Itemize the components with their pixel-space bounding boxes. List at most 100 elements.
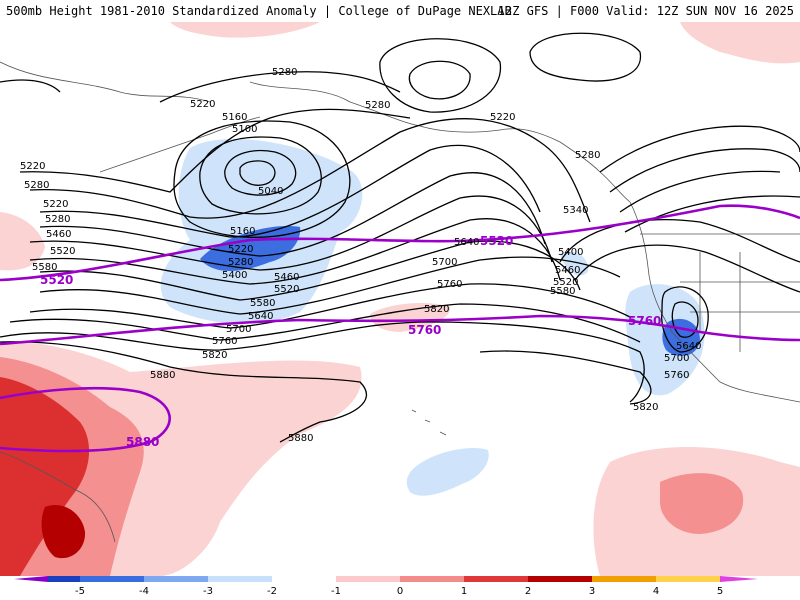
colorbar-swatch-arrow-high bbox=[720, 576, 758, 582]
contour-ridge-east-2 bbox=[609, 148, 800, 193]
japan-coast bbox=[0, 451, 116, 543]
contour-label: 5280 bbox=[24, 180, 49, 191]
contour-label: 5880 bbox=[288, 433, 313, 444]
contour-5400 bbox=[39, 172, 546, 257]
purple-label: 5520 bbox=[480, 234, 513, 248]
purple-5760-line bbox=[0, 314, 800, 346]
contour-trough-east-1 bbox=[559, 219, 800, 263]
contour-label: 5220 bbox=[43, 199, 68, 210]
colorbar-tick-label: -5 bbox=[75, 586, 85, 597]
contour-5700 bbox=[29, 283, 631, 329]
contour-label: 5400 bbox=[558, 247, 583, 258]
north-america-west-coast bbox=[629, 201, 800, 403]
colorbar-swatch-arrow-low bbox=[14, 576, 48, 582]
colorbar-tick-label: -4 bbox=[139, 586, 149, 597]
colorbar-tick-label: -2 bbox=[267, 586, 277, 597]
contour-label: 5760 bbox=[212, 336, 237, 347]
colorbar-swatch bbox=[208, 576, 272, 582]
contour-label: 5640 bbox=[454, 237, 479, 248]
map-title: 500mb Height 1981-2010 Standardized Anom… bbox=[6, 4, 512, 18]
colorbar-swatch bbox=[656, 576, 720, 582]
anomaly-area-north-ridge bbox=[170, 22, 320, 38]
contour-5640 bbox=[39, 256, 621, 315]
purple-label: 5760 bbox=[408, 323, 441, 337]
contour-label: 5820 bbox=[424, 304, 449, 315]
contour-5340 bbox=[39, 145, 541, 238]
positive-anomaly-shading bbox=[0, 22, 800, 576]
contour-label: 5280 bbox=[45, 214, 70, 225]
contour-label: 5460 bbox=[46, 229, 71, 240]
contour-label: 5820 bbox=[633, 402, 658, 413]
model-valid-time: 12Z GFS | F000 Valid: 12Z SUN NOV 16 202… bbox=[497, 4, 794, 18]
contour-label: 5580 bbox=[550, 286, 575, 297]
colorbar-tick-label: 3 bbox=[589, 586, 595, 597]
contour-label: 5220 bbox=[490, 112, 515, 123]
contour-5460 bbox=[29, 195, 553, 271]
anomaly-area-central-pacific bbox=[370, 302, 451, 332]
contour-label: 5640 bbox=[676, 341, 701, 352]
anomaly-area-west-pacific-strong bbox=[0, 377, 90, 576]
contour-5880-east bbox=[479, 350, 652, 405]
contour-label: 5280 bbox=[228, 257, 253, 268]
contour-ridge-east-1 bbox=[599, 125, 800, 173]
contour-siberia bbox=[0, 79, 61, 93]
contour-label: 5700 bbox=[664, 353, 689, 364]
colorbar-tick-label: 4 bbox=[653, 586, 659, 597]
colorbar-tick-label: 1 bbox=[461, 586, 467, 597]
colorbar-swatch bbox=[400, 576, 464, 582]
colorbar-swatch bbox=[592, 576, 656, 582]
contour-label: 5040 bbox=[258, 186, 283, 197]
contour-label: 5760 bbox=[437, 279, 462, 290]
contour-arctic-ring bbox=[379, 38, 502, 113]
contour-label: 5520 bbox=[553, 277, 578, 288]
anomaly-area-southeast-mid bbox=[660, 473, 744, 534]
contour-label: 5280 bbox=[365, 100, 390, 111]
contour-label: 5460 bbox=[555, 265, 580, 276]
purple-label: 5880 bbox=[126, 435, 159, 449]
colorbar-swatches bbox=[14, 576, 758, 582]
contour-label: 5580 bbox=[250, 298, 275, 309]
contour-arctic-top bbox=[529, 32, 641, 82]
contour-label: 5640 bbox=[248, 311, 273, 322]
contour-label: 5460 bbox=[274, 272, 299, 283]
contour-label: 5700 bbox=[226, 324, 251, 335]
contour-label: 5820 bbox=[202, 350, 227, 361]
colorbar-tick-label: 2 bbox=[525, 586, 531, 597]
purple-contour-labels: 5520 5520 5760 5760 5880 bbox=[40, 234, 661, 449]
coastlines bbox=[0, 61, 800, 543]
contour-trough-east-2 bbox=[574, 244, 800, 293]
colorbar-tick-label: -1 bbox=[331, 586, 341, 597]
contour-label: 5100 bbox=[232, 124, 257, 135]
contour-gulf-low-outer bbox=[173, 120, 351, 238]
colorbar-swatch bbox=[80, 576, 144, 582]
height-anomaly-map: 5280 5220 5160 5100 5040 5280 5220 5280 … bbox=[0, 22, 800, 576]
contour-ridge-east-4 bbox=[624, 195, 800, 233]
contour-gulf-low-mid bbox=[199, 136, 322, 215]
contour-label: 5220 bbox=[190, 99, 215, 110]
contour-cal-low-inner bbox=[671, 301, 699, 338]
contour-5820 bbox=[0, 321, 645, 403]
purple-5520-line bbox=[0, 204, 800, 282]
siberia-coast bbox=[0, 61, 211, 103]
colorbar-swatch bbox=[144, 576, 208, 582]
us-states-grid bbox=[680, 252, 800, 352]
colorbar-tick-labels: -5 -4 -3 -2 -1 0 1 2 3 4 5 bbox=[75, 586, 723, 597]
contour-label: 5280 bbox=[272, 67, 297, 78]
black-contour-labels: 5280 5220 5160 5100 5040 5280 5220 5280 … bbox=[20, 67, 701, 444]
contour-label: 5220 bbox=[20, 161, 45, 172]
colorbar-tick-label: 0 bbox=[397, 586, 403, 597]
contour-label: 5520 bbox=[50, 246, 75, 257]
anomaly-area-west-edge bbox=[0, 212, 45, 271]
colorbar-swatch bbox=[464, 576, 528, 582]
contour-label: 5340 bbox=[563, 205, 588, 216]
contour-label: 5880 bbox=[150, 370, 175, 381]
contour-5580 bbox=[39, 240, 581, 301]
aleutian-chain bbox=[99, 116, 261, 173]
anomaly-area-northeast-ridge bbox=[680, 22, 800, 64]
colorbar-tick-label: 5 bbox=[717, 586, 723, 597]
anomaly-area-gulf-core bbox=[200, 226, 301, 272]
anomaly-colorbar: -5 -4 -3 -2 -1 0 1 2 3 4 5 bbox=[14, 576, 758, 597]
anomaly-area-west-pacific-deep bbox=[41, 504, 86, 559]
colorbar-swatch bbox=[272, 576, 336, 582]
